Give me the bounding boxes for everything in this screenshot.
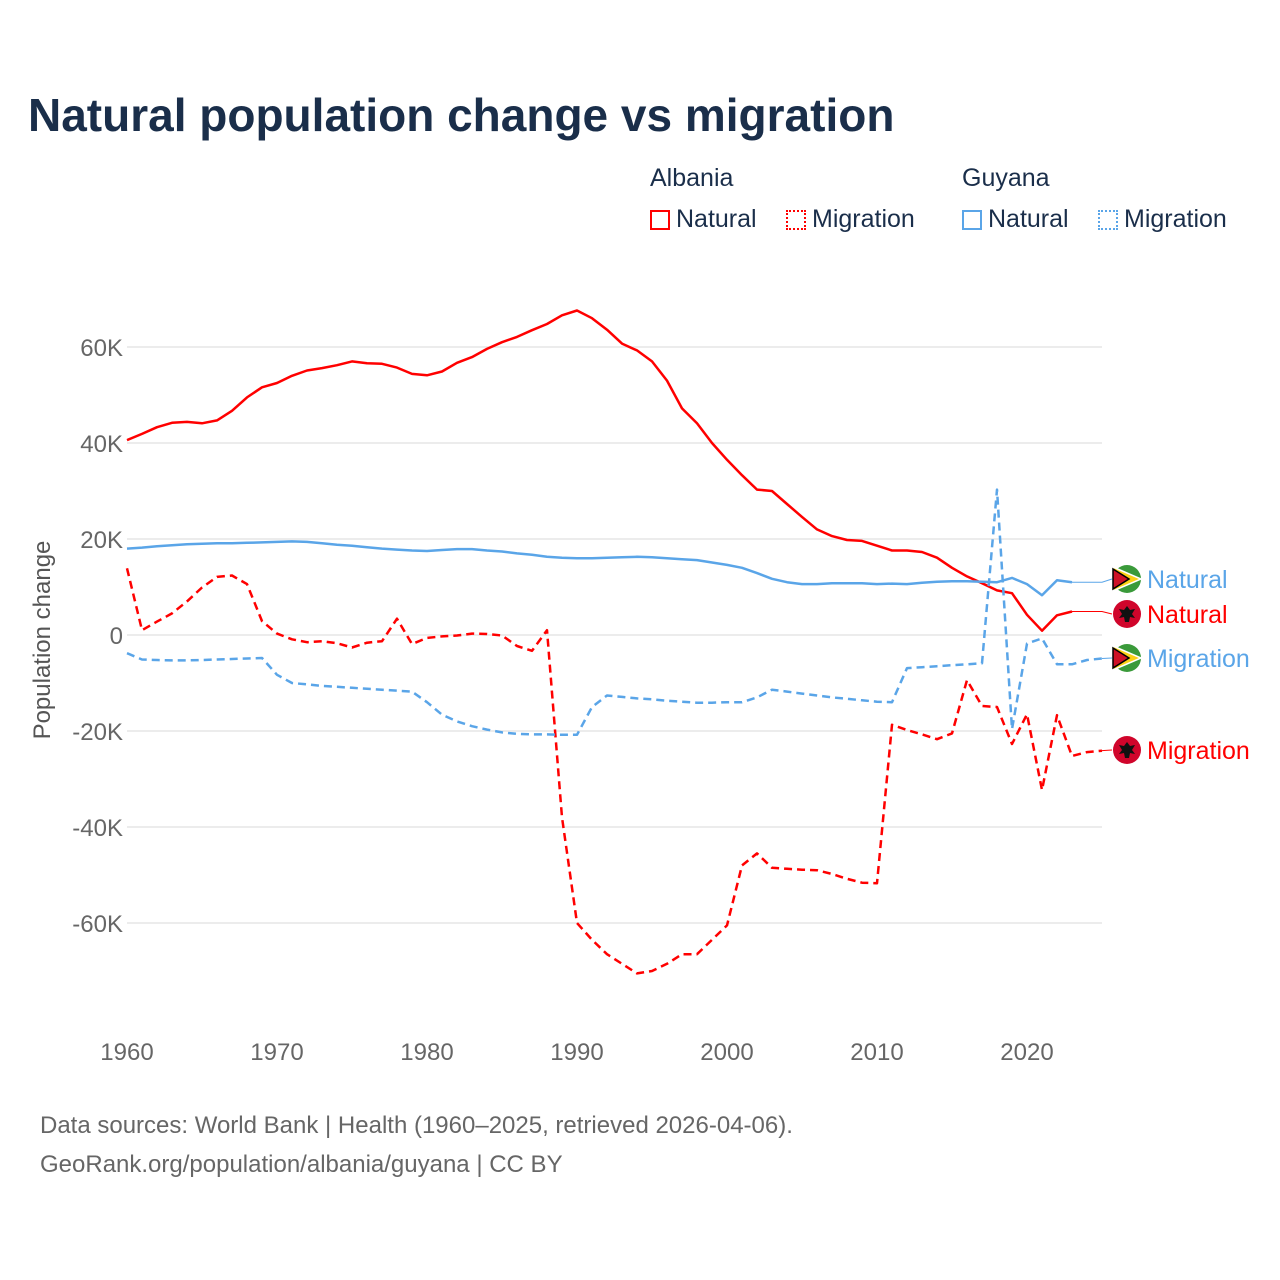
end-label: Migration — [1147, 645, 1250, 673]
x-tick-label: 1970 — [250, 1039, 303, 1066]
y-tick-label: 0 — [110, 623, 123, 650]
x-tick-label: 1990 — [550, 1039, 603, 1066]
y-tick-label: -60K — [72, 911, 123, 938]
eagle-icon — [1119, 742, 1135, 758]
y-tick-label: 60K — [80, 335, 123, 362]
x-tick-label: 1980 — [400, 1039, 453, 1066]
y-axis-label: Population change — [29, 541, 56, 740]
legend-guyana-natural[interactable]: Natural — [962, 205, 1069, 234]
label-connector — [1101, 749, 1113, 752]
legend-albania-migration[interactable]: Migration — [786, 205, 915, 234]
end-label: Migration — [1147, 737, 1250, 765]
legend-group-guyana: Guyana — [962, 164, 1050, 192]
footer: Data sources: World Bank | Health (1960–… — [40, 1106, 793, 1184]
legend-label: Natural — [988, 205, 1069, 233]
flag-triangle — [1112, 567, 1131, 591]
label-connector — [1101, 657, 1113, 660]
y-tick-label: -40K — [72, 815, 123, 842]
source-text: Data sources: World Bank | Health (1960–… — [40, 1112, 793, 1139]
series-line-guyana-migration — [126, 488, 1103, 737]
x-tick-label: 2020 — [1000, 1039, 1053, 1066]
series-line-albania-natural — [126, 309, 1073, 632]
albania-flag-icon — [1113, 600, 1141, 628]
dotted-swatch-icon — [786, 209, 806, 230]
flag-triangle — [1112, 646, 1131, 670]
dotted-swatch-icon — [1098, 209, 1118, 230]
series-line-guyana-natural — [126, 540, 1073, 597]
x-tick-label: 1960 — [100, 1039, 153, 1066]
x-tick-label: 2000 — [700, 1039, 753, 1066]
guyana-flag-icon — [1112, 644, 1143, 672]
legend-guyana-migration[interactable]: Migration — [1098, 205, 1227, 234]
chart-title: Natural population change vs migration — [28, 89, 895, 141]
label-connector — [1072, 578, 1113, 583]
legend-albania-natural[interactable]: Natural — [650, 205, 757, 234]
eagle-icon — [1119, 606, 1135, 622]
legend-label: Natural — [676, 205, 757, 233]
legend-group-albania: Albania — [650, 164, 734, 192]
label-connector — [1072, 610, 1113, 615]
end-label: Natural — [1147, 601, 1228, 629]
legend-label: Migration — [812, 205, 915, 233]
attribution-link[interactable]: GeoRank.org/population/albania/guyana | … — [40, 1151, 563, 1178]
y-tick-label: -20K — [72, 719, 123, 746]
solid-swatch-icon — [962, 209, 982, 230]
albania-flag-icon — [1113, 736, 1141, 764]
y-tick-label: 20K — [80, 527, 123, 554]
x-tick-label: 2010 — [850, 1039, 903, 1066]
y-tick-label: 40K — [80, 431, 123, 458]
guyana-flag-icon — [1112, 565, 1143, 593]
series-line-albania-migration — [125, 568, 1103, 975]
legend-label: Migration — [1124, 205, 1227, 233]
end-label: Natural — [1147, 566, 1228, 594]
solid-swatch-icon — [650, 209, 670, 230]
